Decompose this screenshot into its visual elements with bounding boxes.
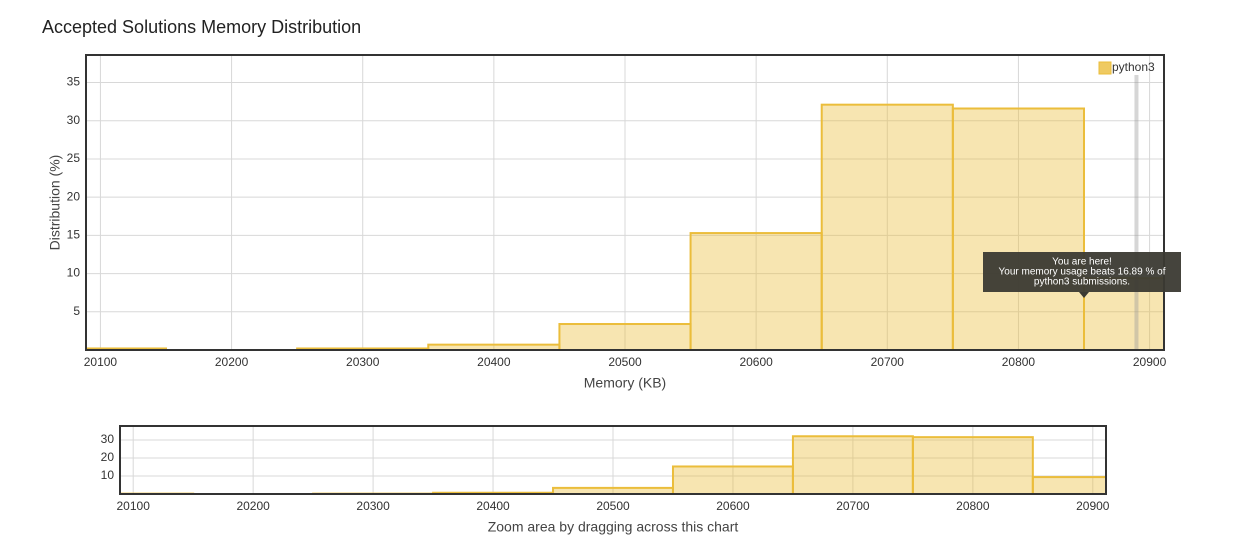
x-tick-label: 20900 (1076, 499, 1110, 513)
y-axis-label: Distribution (%) (47, 155, 63, 251)
x-tick-label: 20800 (956, 499, 990, 513)
x-tick-label: 20100 (84, 355, 118, 369)
y-tick-label: 30 (67, 113, 81, 127)
tooltip: You are here!Your memory usage beats 16.… (983, 252, 1181, 298)
bar (1031, 476, 1106, 494)
tooltip-arrow (1079, 292, 1090, 298)
x-tick-label: 20200 (215, 355, 249, 369)
bar (911, 436, 1034, 494)
x-tick-label: 20700 (836, 499, 870, 513)
y-tick-label: 15 (67, 228, 81, 242)
tooltip-line: python3 submissions. (1034, 277, 1130, 288)
y-tick-label: 5 (73, 304, 80, 318)
y-tick-label: 20 (67, 189, 81, 203)
bar (558, 323, 692, 350)
y-tick-label: 30 (101, 432, 115, 446)
x-tick-label: 20300 (346, 355, 380, 369)
x-tick-label: 20500 (608, 355, 642, 369)
tooltip-line: Your memory usage beats 16.89 % of (999, 267, 1166, 278)
x-tick-label: 20600 (739, 355, 773, 369)
y-tick-label: 10 (101, 468, 115, 482)
bar (671, 465, 794, 494)
bar (689, 232, 823, 350)
x-tick-label: 20500 (596, 499, 630, 513)
x-tick-label: 20900 (1133, 355, 1167, 369)
bar (951, 107, 1086, 350)
y-tick-label: 20 (101, 450, 115, 464)
chart-title: Accepted Solutions Memory Distribution (42, 17, 361, 37)
x-tick-label: 20800 (1002, 355, 1036, 369)
x-tick-label: 20400 (477, 355, 511, 369)
legend-swatch (1098, 61, 1112, 75)
plot-frame (85, 54, 1165, 351)
x-axis-label: Memory (KB) (584, 375, 666, 391)
x-tick-label: 20700 (871, 355, 905, 369)
y-tick-label: 10 (67, 266, 81, 280)
x-tick-label: 20600 (716, 499, 750, 513)
legend-label: python3 (1112, 60, 1155, 74)
tooltip-box (983, 252, 1181, 292)
x-tick-label: 20100 (117, 499, 151, 513)
y-tick-label: 35 (67, 75, 81, 89)
tooltip-line: You are here! (1052, 257, 1112, 268)
plot-frame (119, 425, 1107, 495)
y-tick-label: 25 (67, 151, 81, 165)
bar (791, 435, 914, 494)
x-tick-label: 20400 (476, 499, 510, 513)
x-tick-label: 20200 (236, 499, 270, 513)
x-axis-label: Zoom area by dragging across this chart (488, 519, 739, 535)
x-tick-label: 20300 (356, 499, 390, 513)
bar (820, 103, 954, 350)
